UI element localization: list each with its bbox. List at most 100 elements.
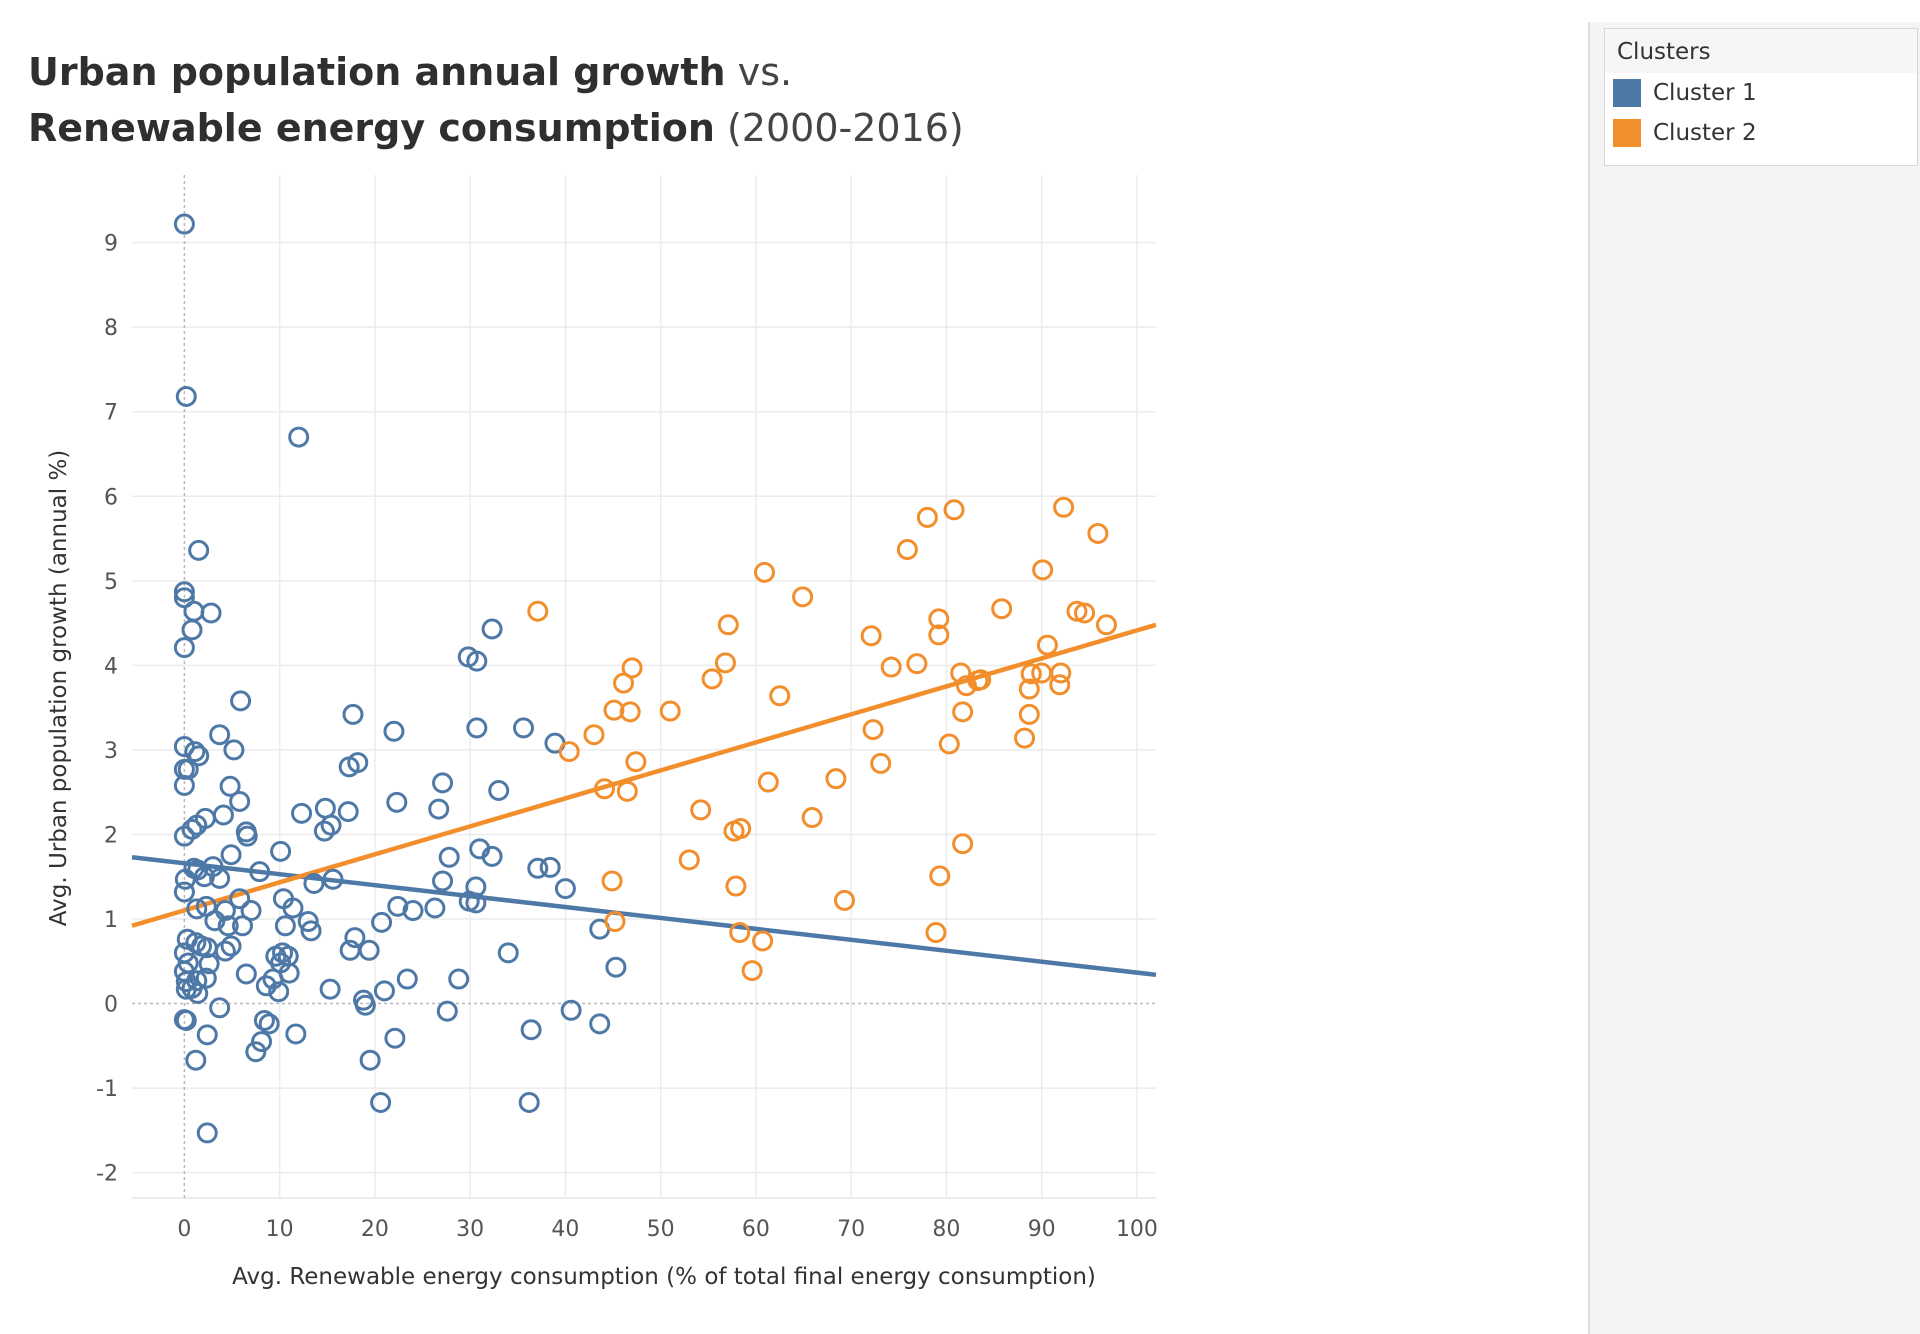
data-point-cluster-2	[603, 699, 625, 721]
data-point-cluster-1	[288, 426, 310, 448]
data-point-cluster-1	[370, 1091, 392, 1113]
data-point-cluster-1	[181, 619, 203, 641]
data-point-cluster-2	[753, 561, 775, 583]
data-point-cluster-1	[212, 804, 234, 826]
data-point-cluster-2	[860, 625, 882, 647]
title-year-range: (2000-2016)	[726, 106, 964, 150]
data-point-cluster-2	[619, 701, 641, 723]
data-point-cluster-1	[466, 650, 488, 672]
data-point-cluster-2	[717, 614, 739, 636]
y-tick-label: 1	[104, 908, 118, 933]
data-point-cluster-1	[554, 878, 576, 900]
data-point-cluster-2	[1032, 559, 1054, 581]
data-point-cluster-2	[834, 889, 856, 911]
data-point-cluster-1	[214, 940, 236, 962]
data-point-cluster-1	[424, 897, 446, 919]
data-point-cluster-1	[183, 600, 205, 622]
legend-label-cluster-1: Cluster 1	[1653, 80, 1757, 106]
legend-swatch-cluster-2	[1613, 119, 1641, 147]
data-point-cluster-1	[209, 867, 231, 889]
zero-reference-lines	[132, 175, 1156, 1198]
legend-item-cluster-2[interactable]: Cluster 2	[1605, 113, 1917, 153]
data-point-cluster-1	[255, 975, 277, 997]
title-vs: vs.	[737, 50, 793, 94]
data-point-cluster-1	[231, 915, 253, 937]
data-point-cluster-2	[1018, 703, 1040, 725]
x-tick-label: 10	[266, 1217, 294, 1242]
x-tick-label: 60	[742, 1217, 770, 1242]
data-point-cluster-1	[285, 1023, 307, 1045]
x-tick-label: 50	[647, 1217, 675, 1242]
data-point-cluster-1	[217, 915, 239, 937]
data-point-cluster-2	[970, 669, 992, 691]
data-point-cluster-1	[383, 720, 405, 742]
legend-item-cluster-1[interactable]: Cluster 1	[1605, 73, 1917, 113]
data-point-cluster-1	[220, 935, 242, 957]
data-point-cluster-2	[616, 780, 638, 802]
grid-lines	[132, 175, 1156, 1199]
data-point-cluster-2	[659, 700, 681, 722]
data-point-cluster-1	[175, 386, 197, 408]
data-point-cluster-2	[1095, 614, 1117, 636]
data-point-cluster-1	[245, 1041, 267, 1063]
data-point-cluster-1	[175, 1009, 197, 1031]
data-point-cluster-1	[268, 981, 290, 1003]
data-point-cluster-1	[354, 994, 376, 1016]
x-tick-label: 40	[551, 1217, 579, 1242]
data-point-cluster-1	[518, 1091, 540, 1113]
y-tick-label: 8	[104, 316, 118, 341]
data-point-cluster-1	[173, 881, 195, 903]
data-point-cluster-1	[481, 845, 503, 867]
data-point-cluster-1	[342, 703, 364, 725]
data-point-cluster-1	[396, 968, 418, 990]
y-tick-label: 7	[104, 401, 118, 426]
data-point-cluster-1	[230, 690, 252, 712]
data-point-cluster-2	[583, 724, 605, 746]
data-point-cluster-1	[527, 857, 549, 879]
data-points	[173, 213, 1117, 1144]
data-point-cluster-1	[196, 1122, 218, 1144]
data-point-cluster-1	[173, 736, 195, 758]
data-point-cluster-1	[436, 1000, 458, 1022]
data-point-cluster-1	[488, 779, 510, 801]
data-point-cluster-2	[769, 685, 791, 707]
x-tick-label: 0	[177, 1217, 191, 1242]
data-point-cluster-2	[558, 741, 580, 763]
data-point-cluster-1	[209, 997, 231, 1019]
data-point-cluster-1	[251, 1031, 273, 1053]
y-tick-label: 5	[104, 570, 118, 595]
data-point-cluster-2	[928, 624, 950, 646]
data-point-cluster-1	[520, 1019, 542, 1041]
data-point-cluster-2	[950, 662, 972, 684]
data-point-cluster-2	[1066, 600, 1088, 622]
side-panel	[1588, 22, 1920, 1334]
data-point-cluster-1	[229, 790, 251, 812]
data-point-cluster-1	[458, 890, 480, 912]
data-point-cluster-1	[175, 971, 197, 993]
data-point-cluster-2	[757, 771, 779, 793]
data-point-cluster-2	[952, 701, 974, 723]
title-main-part2: Renewable energy consumption	[28, 106, 715, 150]
data-point-cluster-2	[730, 818, 752, 840]
data-point-cluster-2	[916, 506, 938, 528]
data-point-cluster-1	[297, 911, 319, 933]
data-point-cluster-1	[188, 539, 210, 561]
data-point-cluster-1	[258, 1013, 280, 1035]
legend-title: Clusters	[1605, 29, 1917, 73]
data-point-cluster-1	[513, 717, 535, 739]
data-point-cluster-1	[322, 868, 344, 890]
data-point-cluster-1	[282, 897, 304, 919]
data-point-cluster-1	[539, 856, 561, 878]
data-point-cluster-2	[741, 960, 763, 982]
data-point-cluster-1	[432, 772, 454, 794]
data-point-cluster-1	[185, 1049, 207, 1071]
data-point-cluster-1	[358, 939, 380, 961]
data-point-cluster-2	[825, 768, 847, 790]
y-tick-label: 3	[104, 739, 118, 764]
x-tick-label: 30	[456, 1217, 484, 1242]
x-tick-label: 70	[837, 1217, 865, 1242]
data-point-cluster-1	[448, 968, 470, 990]
scatter-chart: 0 10 20 30 40 50 60 70 80 90 100 -2 -1 0 1 2 3 4 5 6 7 8 9 Av…	[46, 175, 1158, 1290]
data-point-cluster-1	[291, 802, 313, 824]
data-point-cluster-2	[625, 751, 647, 773]
